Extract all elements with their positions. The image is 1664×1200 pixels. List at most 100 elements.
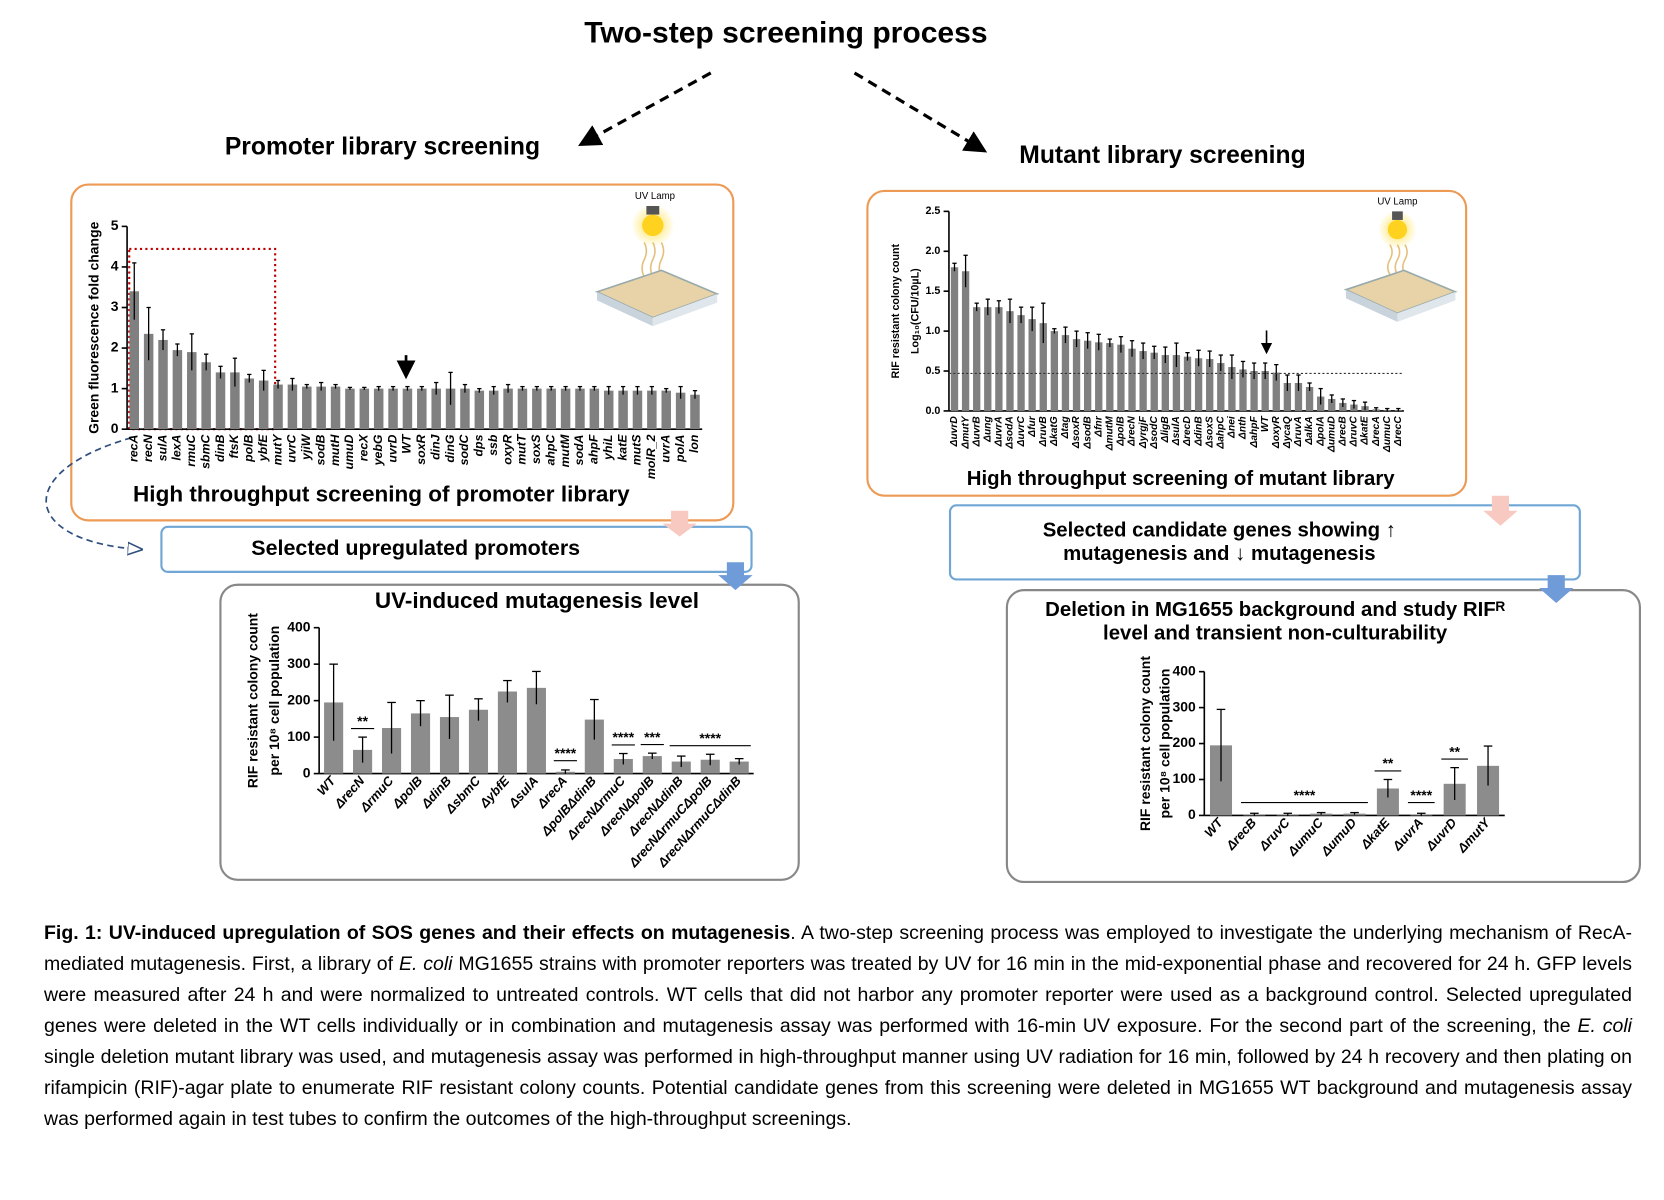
x-tick-label: ΔkatE	[1357, 815, 1393, 853]
bar	[1272, 372, 1280, 411]
y-tick-label: 0	[303, 764, 311, 780]
x-tick-label: WT	[400, 433, 414, 454]
bar	[675, 392, 686, 430]
x-tick-label: yebG	[371, 434, 385, 466]
x-tick-label: mutS	[630, 434, 644, 466]
bar	[603, 390, 614, 430]
bar	[316, 386, 326, 430]
flow-arrow	[1539, 575, 1574, 603]
x-tick-label: ΔrecA	[1371, 416, 1382, 446]
x-tick-label: molR_2	[644, 434, 658, 479]
bar	[584, 719, 604, 774]
bar	[1376, 788, 1399, 816]
bar	[1228, 367, 1236, 411]
bar	[187, 352, 197, 430]
chart-title: UV-induced mutagenesis level	[375, 588, 699, 613]
bar	[439, 717, 460, 774]
bar	[560, 388, 571, 430]
bar	[1194, 358, 1203, 411]
uv-lamp-illustration	[594, 203, 720, 327]
bar	[1095, 342, 1103, 411]
significance-label: ****	[612, 729, 634, 745]
x-tick-label: ΔkatE	[1360, 415, 1371, 446]
bar	[201, 362, 211, 430]
x-tick-label: lexA	[170, 434, 184, 460]
x-tick-label: dps	[472, 434, 486, 456]
bar	[729, 761, 749, 774]
bar	[402, 388, 413, 430]
x-tick-label: dinB	[213, 434, 227, 461]
bar	[474, 390, 485, 430]
y-tick-label: 200	[1172, 734, 1196, 750]
selection-text: Selected candidate genes showing ↑	[1043, 519, 1396, 541]
x-tick-label: soxR	[414, 434, 428, 464]
bar	[1250, 371, 1258, 411]
x-tick-label: ahpC	[543, 433, 557, 465]
arrow	[853, 71, 988, 153]
figure: Two-step screening process Promoter libr…	[45, 16, 1641, 884]
bar	[1161, 355, 1169, 411]
bar	[1172, 355, 1181, 411]
selection-box	[948, 504, 1581, 581]
y-axis-label: Green fluorescence fold change	[86, 221, 102, 433]
significance-label: ****	[699, 730, 721, 746]
chart-title: level and transient non-culturability	[1103, 622, 1448, 644]
x-tick-label: ΔoxyR	[1271, 416, 1282, 449]
y-tick-label: 100	[1172, 770, 1196, 786]
bar	[1305, 386, 1314, 411]
bar	[359, 388, 370, 430]
panel-frame	[1005, 589, 1641, 884]
bar	[273, 384, 283, 430]
curved-arrow	[45, 436, 140, 550]
x-tick-label: ΔruvC	[1349, 416, 1360, 448]
bar	[143, 333, 154, 430]
significance-label: ****	[555, 745, 577, 761]
y-axis-label: RIF resistant colony count	[244, 613, 260, 788]
bar	[984, 307, 992, 411]
bar	[1183, 356, 1192, 411]
y-tick-label: 100	[287, 728, 311, 744]
y-tick-label: 3	[111, 298, 119, 314]
bar	[1150, 352, 1158, 411]
caption-text: single deletion mutant library was used,…	[44, 1046, 1632, 1130]
caption-italic: E. coli	[398, 953, 453, 975]
y-tick-label: 0.5	[925, 365, 940, 377]
bar	[1072, 339, 1081, 411]
y-tick-label: 300	[287, 655, 311, 671]
bar	[497, 691, 517, 774]
significance-label: ****	[1294, 787, 1316, 803]
x-tick-label: dinJ	[428, 433, 442, 459]
x-tick-label: ΔdinB	[1193, 416, 1204, 446]
bar	[613, 758, 633, 774]
chart-title: High throughput screening of promoter li…	[133, 482, 630, 507]
chart-title: Deletion in MG1655 background and study …	[1045, 599, 1506, 621]
selection-text: mutagenesis and ↓ mutagenesis	[1063, 543, 1376, 565]
bar	[230, 372, 240, 430]
y-tick-label: 2.0	[925, 245, 940, 257]
panel-frame	[70, 183, 735, 522]
x-tick-label: recN	[141, 433, 155, 462]
lamp-label: UV Lamp	[635, 191, 675, 202]
bar	[1017, 315, 1025, 411]
caption-italic: E. coli	[1577, 1015, 1632, 1037]
x-tick-label: mutM	[558, 434, 572, 468]
x-tick-label: ΔkatG	[1049, 416, 1060, 447]
x-tick-label: dinG	[443, 434, 457, 462]
x-tick-label: ΔahpF	[1249, 416, 1260, 449]
bar	[445, 388, 456, 430]
x-tick-label: lon	[687, 434, 701, 453]
x-tick-label: sodC	[457, 433, 471, 465]
y-axis-label: per 10⁸ cell population	[1156, 669, 1172, 819]
y-tick-label: 0	[1188, 806, 1196, 822]
bar	[546, 388, 556, 430]
significance-label: **	[1382, 755, 1393, 771]
x-tick-label: recA	[127, 434, 141, 462]
x-tick-label: ΔumuD	[1326, 416, 1337, 453]
selection-text: Selected upregulated promoters	[251, 536, 580, 560]
bar	[1239, 369, 1247, 411]
x-tick-label: ΔumuD	[1317, 815, 1359, 859]
bar	[373, 388, 384, 430]
x-tick-label: ΔrecB	[1222, 815, 1259, 853]
bar	[690, 394, 700, 430]
bar	[1261, 371, 1269, 411]
